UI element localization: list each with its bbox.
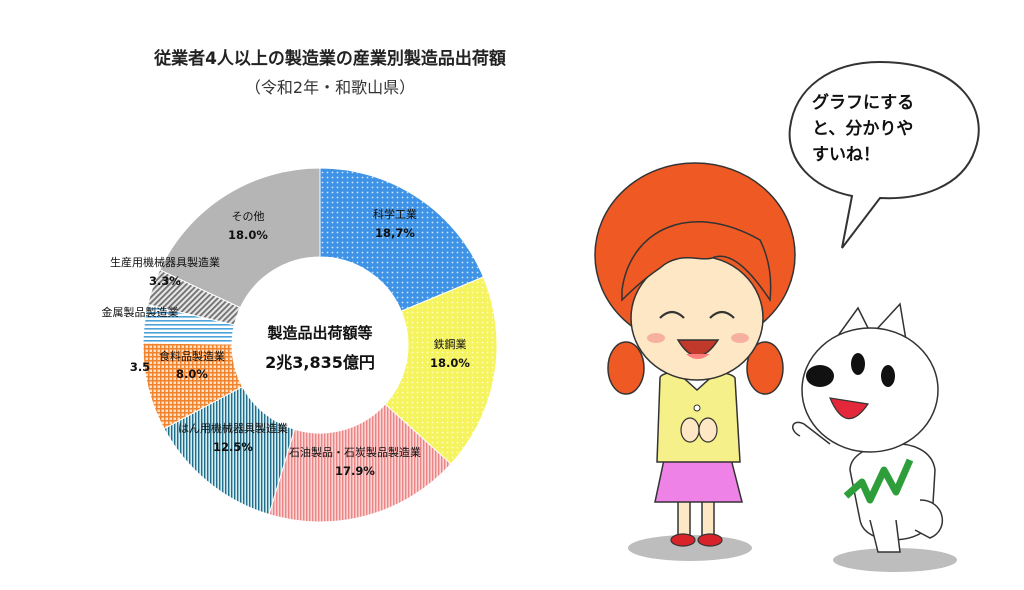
chart-subtitle: （令和2年・和歌山県） (244, 78, 416, 97)
center-label: 製造品出荷額等 (266, 324, 372, 342)
bubble-line: グラフにする (812, 93, 915, 113)
slice-label-value: 17.9% (335, 464, 375, 478)
bubble-line: すいね！ (812, 145, 880, 165)
slice-label-name: 生産用機械器具製造業 (110, 255, 220, 269)
slice-label-value: 18.0% (228, 228, 268, 242)
center-value: 2兆3,835億円 (265, 353, 375, 372)
speech-bubble (788, 60, 980, 249)
slice-label-value: 8.0% (176, 367, 208, 381)
slice-label-name: 金属製品製造業 (102, 305, 179, 319)
girl-character (594, 162, 796, 547)
slice-label-name: 科学工業 (373, 207, 417, 221)
slice-label-name: 石油製品・石炭製品製造業 (289, 445, 421, 459)
slice-label-name: 食料品製造業 (159, 349, 225, 363)
slice-label-value: 3.5 (130, 360, 150, 374)
slice-label-name: その他 (232, 210, 265, 223)
slice-label-value: 12.5% (213, 440, 253, 454)
slice-label-value: 18,7% (375, 226, 415, 240)
illustration (594, 60, 980, 572)
dog-mascot (792, 302, 944, 553)
speech-bubble-text: グラフにする と、分かりや すいね！ (812, 90, 952, 168)
dog-shadow-ellipse (833, 548, 957, 572)
donut-chart: 科学工業 18,7% 鉄鋼業 18.0% 石油製品・石炭製品製造業 17.9% はん用機械器… (102, 167, 498, 523)
slice-label-name: 鉄鋼業 (434, 337, 467, 351)
slice-label-name: はん用機械器具製造業 (178, 421, 288, 435)
bubble-line: と、分かりや (812, 119, 914, 139)
slice-label-value: 3.3% (149, 274, 181, 288)
donut-hole (232, 257, 408, 433)
chart-title: 従業者4人以上の製造業の産業別製造品出荷額 (154, 49, 506, 69)
slice-label-value: 18.0% (430, 356, 470, 370)
